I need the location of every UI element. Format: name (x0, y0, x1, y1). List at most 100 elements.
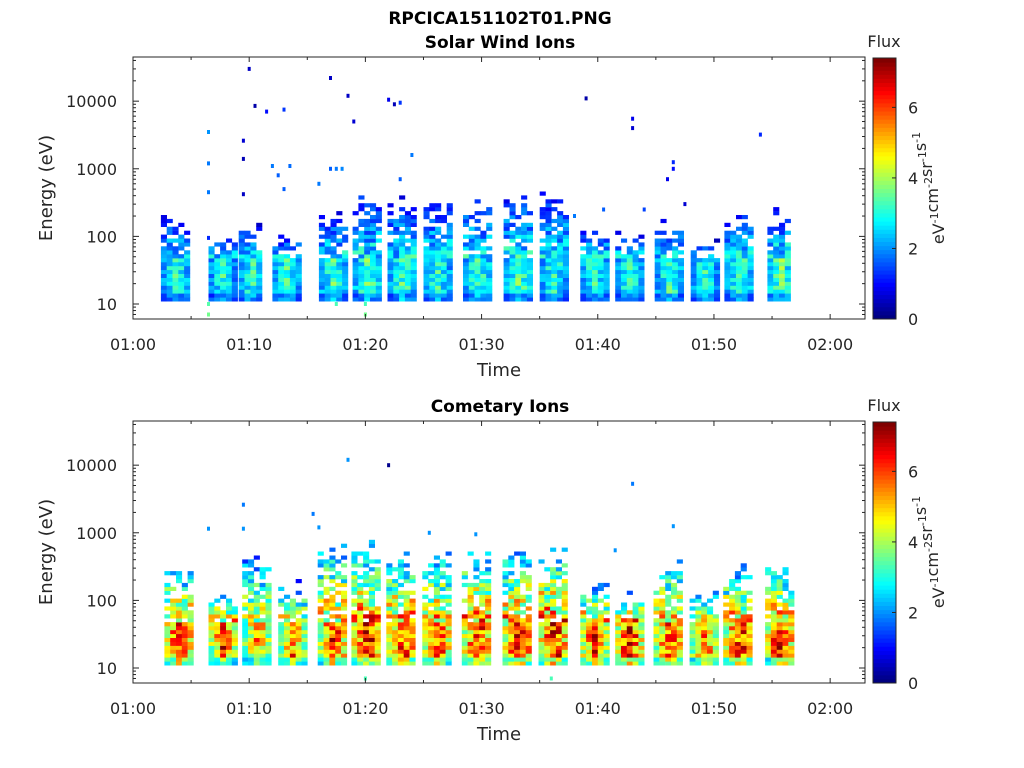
flux-cell (671, 606, 678, 611)
x-tick-label: 01:50 (691, 335, 737, 354)
flux-cell (242, 657, 249, 662)
flux-cell (284, 637, 291, 642)
colorbar-swatch (873, 298, 896, 304)
flux-cell (677, 269, 684, 274)
flux-cell (539, 226, 546, 231)
flux-cell (521, 269, 528, 274)
flux-cell (374, 567, 381, 572)
panel-title: Solar Wind Ions (425, 33, 576, 53)
flux-cell (289, 258, 296, 263)
flux-cell (259, 610, 266, 615)
flux-cell (712, 645, 719, 650)
flux-cell (467, 551, 474, 556)
flux-cell (736, 250, 743, 255)
flux-cell (397, 633, 404, 638)
flux-cell (446, 254, 453, 259)
flux-cell (439, 641, 446, 646)
flux-cell (736, 226, 743, 231)
flux-cell (317, 622, 324, 627)
flux-cell (231, 293, 238, 298)
flux-cell (446, 269, 453, 274)
flux-cell (435, 269, 442, 274)
flux-cell (770, 637, 777, 642)
flux-cell (429, 234, 436, 239)
flux-cell (231, 645, 238, 650)
flux-cell (231, 633, 238, 638)
flux-cell (172, 273, 179, 278)
flux-cell (746, 629, 753, 635)
flux-cell (318, 269, 325, 274)
flux-cell (289, 246, 296, 251)
flux-cell (586, 242, 593, 247)
flux-cell (545, 203, 552, 208)
flux-cell (253, 598, 260, 603)
flux-cell (671, 586, 678, 591)
flux-cell (580, 269, 587, 274)
flux-cell (545, 226, 552, 231)
colorbar-swatch (873, 155, 896, 161)
flux-cell (329, 602, 336, 607)
flux-cell (259, 586, 266, 591)
flux-cell (632, 238, 639, 243)
colorbar-swatch (873, 638, 896, 643)
flux-cell (364, 222, 371, 227)
flux-cell (597, 610, 604, 615)
flux-cell (545, 242, 552, 247)
flux-cell (289, 629, 296, 635)
flux-cell (526, 273, 533, 278)
flux-cell (428, 622, 435, 627)
flux-cell (659, 626, 666, 631)
flux-cell (160, 254, 167, 259)
flux-cell (676, 629, 683, 635)
flux-cell (776, 657, 783, 662)
flux-cell (364, 293, 371, 298)
flux-cell (526, 285, 533, 290)
flux-cell (740, 649, 747, 654)
flux-cell (702, 269, 709, 274)
flux-cell (429, 226, 436, 231)
flux-cell (734, 571, 741, 576)
flux-cell (187, 618, 194, 623)
flux-cell (265, 610, 272, 615)
flux-cell (422, 653, 429, 658)
flux-cell (659, 602, 666, 607)
flux-cell (429, 281, 436, 286)
flux-cell (265, 649, 272, 654)
flux-cell (172, 289, 179, 294)
flux-cell (696, 265, 703, 271)
flux-cell (631, 126, 635, 131)
flux-cell (562, 234, 569, 239)
flux-cell (626, 618, 633, 623)
flux-cell (642, 207, 646, 212)
flux-cell (659, 661, 666, 666)
flux-cell (467, 649, 474, 654)
colorbar-swatch (873, 487, 896, 492)
flux-cell (301, 641, 308, 646)
flux-cell (220, 594, 227, 599)
flux-cell (244, 285, 251, 290)
y-tick-label: 100 (86, 227, 117, 246)
flux-cell (329, 641, 336, 646)
flux-cell (712, 614, 719, 619)
flux-cell (433, 555, 440, 560)
flux-cell (368, 626, 375, 631)
flux-cell (515, 246, 522, 251)
flux-cell (342, 265, 349, 271)
flux-cell (653, 590, 660, 595)
flux-cell (410, 262, 417, 267)
flux-cell (555, 637, 562, 642)
flux-cell (519, 629, 526, 635)
colorbar-swatch (873, 302, 896, 308)
flux-cell (318, 234, 325, 239)
flux-cell (387, 211, 394, 216)
flux-cell (508, 653, 515, 658)
flux-cell (734, 622, 741, 627)
flux-cell (284, 238, 291, 243)
flux-cell (242, 649, 249, 654)
colorbar-swatch (873, 491, 896, 496)
flux-cell (671, 594, 678, 599)
flux-cell (638, 622, 645, 627)
flux-cell (422, 637, 429, 642)
flux-cell (463, 289, 470, 294)
flux-cell (747, 281, 754, 286)
